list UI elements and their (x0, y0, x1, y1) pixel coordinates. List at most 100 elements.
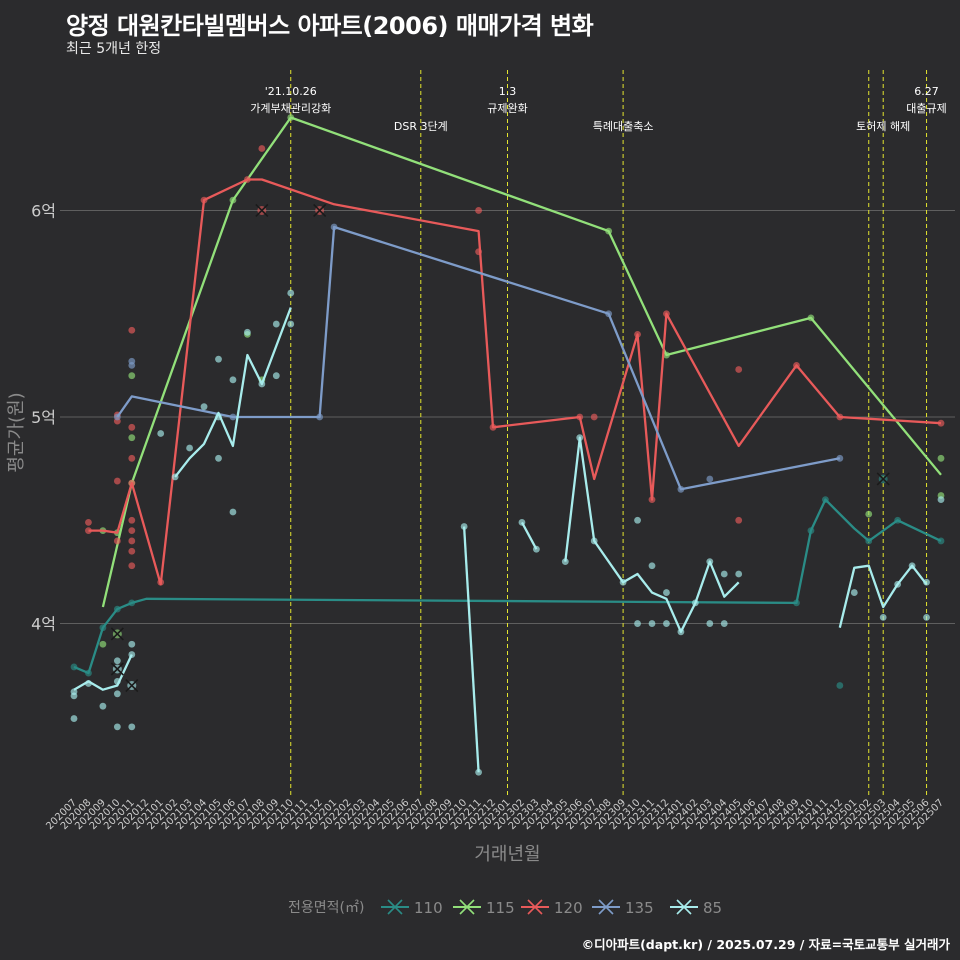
data-point (894, 580, 902, 588)
data-point (99, 640, 107, 648)
data-point (663, 351, 670, 359)
data-point (258, 145, 266, 152)
data-point (128, 326, 136, 334)
data-point (836, 682, 844, 689)
data-point (113, 413, 121, 421)
event-label: 토허제 해제 (856, 119, 910, 133)
data-point (113, 477, 121, 485)
series-line (462, 526, 480, 773)
data-point (287, 289, 295, 297)
data-point (605, 227, 613, 235)
data-point (85, 680, 92, 687)
legend-item-135: 135 (592, 899, 654, 917)
credit-line: ©디아파트(dapt.kr) / 2025.07.29 / 자료=국토교통부 실… (581, 937, 950, 952)
data-point (85, 527, 92, 535)
data-point (923, 613, 930, 621)
legend: 전용면적(㎡) 110 115 120 135 85 (288, 899, 722, 917)
legend-label: 115 (486, 899, 515, 917)
data-point (128, 516, 136, 524)
data-point (807, 314, 815, 322)
legend-label: 110 (414, 899, 443, 917)
series-line (73, 654, 133, 691)
data-point (258, 380, 266, 388)
legend-label: 120 (554, 899, 583, 917)
legend-item-115: 115 (453, 899, 515, 917)
data-point (634, 620, 641, 627)
data-point (793, 361, 800, 369)
data-point (99, 702, 107, 710)
data-point (316, 413, 324, 421)
data-point (634, 330, 641, 338)
data-point (113, 677, 121, 685)
data-point (171, 473, 179, 481)
legend-key-cross (387, 899, 403, 915)
data-point (605, 310, 613, 318)
data-point (70, 688, 78, 696)
data-point (128, 547, 136, 555)
data-point (576, 434, 584, 442)
data-point (937, 537, 945, 545)
data-point (648, 562, 656, 570)
data-point (272, 320, 280, 328)
series-line (88, 178, 942, 586)
data-point (677, 628, 685, 636)
data-point (706, 620, 714, 627)
data-point (590, 413, 598, 421)
data-point (807, 527, 815, 535)
data-point (272, 372, 280, 380)
series-135 (113, 223, 844, 493)
data-point (590, 537, 598, 545)
data-point (720, 620, 728, 627)
data-point (128, 423, 136, 431)
data-point (648, 496, 656, 504)
y-tick-label: 5억 (31, 408, 56, 427)
data-point (720, 570, 728, 578)
data-point (836, 413, 844, 421)
event-label: 1.3 규제완화 (487, 85, 527, 115)
series-115 (99, 114, 945, 648)
data-point (937, 419, 945, 427)
data-point (70, 663, 78, 671)
canceled-marker (255, 203, 269, 218)
series-line (101, 116, 942, 608)
data-point (113, 605, 121, 613)
data-point (735, 366, 743, 373)
legend-key-cross (459, 899, 475, 915)
legend-title: 전용면적(㎡) (288, 900, 364, 916)
data-point (576, 413, 584, 421)
data-point (215, 413, 222, 421)
legend-label: 135 (625, 899, 654, 917)
data-point (894, 516, 902, 524)
data-point (865, 537, 873, 545)
data-point (128, 562, 136, 570)
canceled-marker (125, 678, 139, 693)
data-point (128, 357, 136, 365)
data-point (836, 454, 844, 462)
data-point (157, 430, 165, 437)
data-point (128, 434, 136, 442)
data-point (200, 196, 208, 204)
data-point (489, 423, 497, 431)
data-point (229, 376, 237, 384)
y-axis-title: 평균가(원) (6, 392, 27, 472)
data-point (879, 613, 887, 621)
data-point (128, 651, 136, 658)
data-point (128, 527, 136, 535)
data-point (937, 454, 945, 462)
series-110 (70, 472, 945, 689)
y-tick-label: 4억 (31, 615, 56, 634)
data-point (460, 523, 468, 530)
data-point (908, 562, 916, 570)
data-point (200, 403, 208, 411)
data-point (128, 537, 136, 545)
data-point (229, 508, 237, 516)
series-line (520, 521, 538, 550)
legend-key-cross (598, 899, 614, 915)
data-point (215, 355, 222, 363)
data-point (663, 589, 670, 596)
data-point (70, 715, 78, 722)
data-point (113, 537, 121, 545)
data-point (128, 640, 136, 648)
